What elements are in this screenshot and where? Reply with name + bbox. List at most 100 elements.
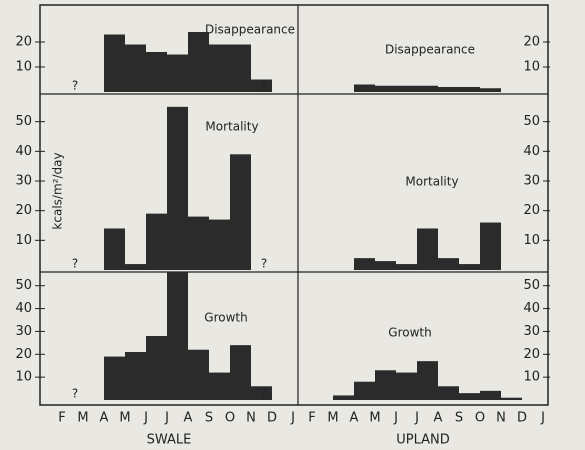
x-tick-label: S	[455, 411, 463, 426]
annotation: ?	[261, 387, 267, 401]
x-tick-label: A	[100, 411, 109, 426]
bar	[459, 393, 480, 400]
x-tick-label: M	[327, 411, 338, 426]
bar	[230, 44, 251, 92]
bar	[167, 272, 188, 400]
x-tick-label: S	[205, 411, 213, 426]
y-tick-label: 40	[15, 301, 32, 316]
x-tick-label: M	[119, 411, 130, 426]
bar	[459, 87, 480, 92]
bar	[501, 397, 522, 400]
y-tick-label: 20	[523, 35, 540, 50]
bar	[167, 106, 188, 270]
y-tick-label: 30	[523, 324, 540, 339]
bar	[104, 228, 125, 270]
x-tick-label: F	[308, 411, 315, 426]
bar	[354, 381, 375, 400]
y-tick-label: 10	[523, 370, 540, 385]
x-tick-label: A	[434, 411, 443, 426]
y-tick-label: 40	[523, 144, 540, 159]
frame	[39, 4, 549, 406]
bar	[125, 44, 146, 92]
bar	[230, 154, 251, 270]
x-axis-label: UPLAND	[396, 433, 450, 448]
x-tick-label: N	[496, 411, 506, 426]
x-tick-label: O	[475, 411, 485, 426]
bar	[188, 32, 209, 92]
y-tick-label: 50	[15, 278, 32, 293]
bar	[375, 370, 396, 400]
bar	[188, 349, 209, 400]
y-tick-label: 30	[15, 324, 32, 339]
x-tick-label: J	[393, 411, 398, 426]
bar	[438, 386, 459, 400]
y-axis-label: kcals/m²/day	[51, 152, 65, 229]
y-tick-label: 30	[15, 174, 32, 189]
y-tick-label: 10	[15, 233, 32, 248]
bar	[251, 386, 272, 400]
y-tick-label: 20	[523, 347, 540, 362]
bar	[125, 352, 146, 400]
bar	[417, 228, 438, 270]
panel-title: Mortality	[205, 120, 258, 134]
bar	[146, 213, 167, 270]
y-tick-label: 50	[523, 278, 540, 293]
bar	[375, 85, 396, 92]
y-tick-label: 40	[15, 144, 32, 159]
bar	[209, 372, 230, 400]
y-tick-label: 10	[523, 60, 540, 75]
bar	[417, 85, 438, 92]
x-tick-label: D	[267, 411, 277, 426]
bar	[480, 88, 501, 92]
x-tick-label: M	[369, 411, 380, 426]
y-tick-label: 20	[15, 347, 32, 362]
bar	[480, 390, 501, 400]
x-tick-label: J	[540, 411, 545, 426]
bar	[104, 34, 125, 92]
panel-title: Disappearance	[205, 23, 295, 37]
bar	[188, 216, 209, 270]
x-tick-label: A	[184, 411, 193, 426]
bar	[146, 52, 167, 92]
annotation: ?	[72, 257, 78, 271]
bar	[146, 336, 167, 400]
bar	[396, 372, 417, 400]
y-tick-label: 20	[15, 203, 32, 218]
x-tick-label: O	[225, 411, 235, 426]
panel-title: Growth	[388, 326, 431, 340]
bar	[209, 44, 230, 92]
y-tick-label: 20	[15, 35, 32, 50]
x-tick-label: A	[350, 411, 359, 426]
bar	[251, 79, 272, 92]
bar	[417, 361, 438, 400]
bar	[230, 345, 251, 400]
y-tick-label: 50	[15, 114, 32, 129]
x-tick-label: J	[143, 411, 148, 426]
x-tick-label: J	[414, 411, 419, 426]
x-tick-label: N	[246, 411, 256, 426]
bar	[354, 258, 375, 270]
annotation: ?	[261, 257, 267, 271]
annotation: ?	[72, 79, 78, 93]
y-tick-label: 40	[523, 301, 540, 316]
annotation: ?	[72, 387, 78, 401]
annotation: ?	[261, 79, 267, 93]
bar	[438, 258, 459, 270]
bar	[480, 222, 501, 270]
y-tick-label: 10	[15, 60, 32, 75]
y-tick-label: 10	[523, 233, 540, 248]
x-tick-label: F	[58, 411, 65, 426]
y-tick-label: 10	[15, 370, 32, 385]
bar	[125, 264, 146, 270]
y-tick-label: 20	[523, 203, 540, 218]
bar	[354, 84, 375, 92]
bar	[396, 85, 417, 92]
panel-title: Growth	[204, 311, 247, 325]
bar	[209, 219, 230, 270]
bar	[459, 264, 480, 270]
y-tick-label: 30	[523, 174, 540, 189]
x-tick-label: J	[164, 411, 169, 426]
x-tick-label: J	[290, 411, 295, 426]
bar	[375, 261, 396, 270]
bar	[438, 87, 459, 92]
